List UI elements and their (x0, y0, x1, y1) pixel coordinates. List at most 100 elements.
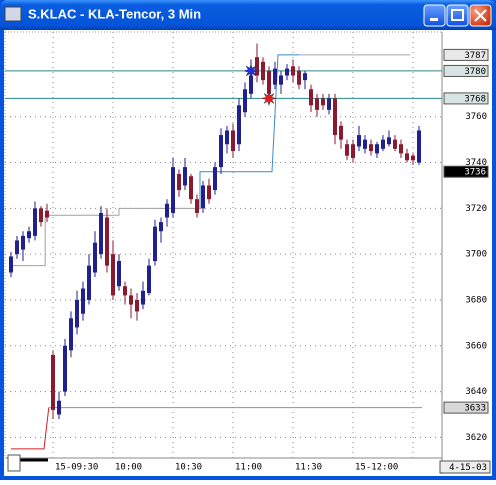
y-tick-label: 3760 (465, 112, 487, 122)
candle-body (189, 176, 193, 200)
price-tag-box (443, 92, 489, 105)
title-bar (0, 0, 496, 30)
step-line (199, 54, 299, 209)
candle-body (321, 98, 325, 106)
candle-body (411, 155, 415, 161)
candle-body (309, 89, 313, 106)
candle-body (159, 222, 163, 232)
candle-body (345, 144, 349, 156)
candle-body (9, 256, 13, 273)
candle-body (261, 61, 265, 81)
candle-body (231, 130, 235, 152)
candle-body (45, 210, 49, 218)
candle-body (315, 98, 319, 110)
candle-body (99, 212, 103, 255)
y-tick-label: 3680 (465, 295, 487, 305)
maximize-icon (451, 9, 464, 21)
price-tag-label: 3780 (464, 67, 486, 77)
candle-body (237, 105, 241, 145)
candle-body (369, 144, 373, 152)
scroll-box[interactable] (7, 454, 21, 472)
candle-body (123, 286, 127, 296)
candle-body (357, 135, 361, 147)
date-box (439, 460, 491, 474)
y-tick-label: 3740 (465, 158, 487, 168)
candle-body (243, 89, 247, 113)
candle-body (111, 254, 115, 296)
candle-body (285, 68, 289, 76)
candle-body (63, 345, 67, 392)
candle-body (267, 70, 271, 94)
candle-body (105, 217, 109, 266)
x-tick-label: 11:00 (235, 463, 262, 473)
candle-body (93, 242, 97, 273)
candle-body (393, 139, 397, 149)
signal-marker (243, 62, 259, 79)
app-icon (4, 6, 22, 22)
candle-body (39, 208, 43, 223)
client-area (4, 30, 492, 476)
candle-body (177, 174, 181, 191)
maximize-button[interactable] (446, 4, 469, 27)
candle-body (303, 73, 307, 81)
candle-body (165, 203, 169, 218)
price-tag-box (443, 64, 489, 77)
candle-body (255, 57, 259, 76)
candle-body (195, 199, 199, 213)
candle-body (201, 185, 205, 209)
window-title: S.KLAC - KLA-Tencor, 3 Min (28, 6, 201, 21)
candle-body (249, 75, 253, 94)
candle-body (147, 265, 151, 294)
candle-body (171, 167, 175, 213)
candle-body (75, 299, 79, 328)
x-tick-label: 10:30 (175, 463, 202, 473)
price-tag-box (443, 401, 489, 414)
candle-body (27, 231, 31, 239)
candle-body (273, 68, 277, 85)
minimize-icon (430, 18, 438, 21)
candle-body (405, 153, 409, 161)
candle-body (117, 261, 121, 287)
candle-body (135, 299, 139, 312)
candle-body (351, 144, 355, 158)
candle-body (81, 288, 85, 314)
price-tag-label: 3787 (464, 51, 486, 61)
price-tag-box (443, 48, 489, 61)
price-tag-label: 3736 (464, 168, 486, 178)
candle-body (213, 167, 217, 191)
candle-body (339, 125, 343, 140)
y-tick-label: 3660 (465, 341, 487, 351)
candle-body (69, 318, 73, 351)
candle-body (141, 290, 145, 305)
candle-body (297, 70, 301, 85)
candle-body (399, 144, 403, 154)
candle-body (363, 139, 367, 149)
y-tick-label: 3700 (465, 250, 487, 260)
candle-body (33, 208, 37, 236)
candle-body (129, 295, 133, 305)
minimize-button[interactable] (423, 4, 446, 27)
candle-body (87, 265, 91, 300)
candle-body (327, 98, 331, 110)
y-tick-label: 3620 (465, 433, 487, 443)
candle-body (225, 130, 229, 145)
candle-body (291, 66, 295, 76)
candle-body (381, 139, 385, 149)
candle-body (51, 354, 55, 410)
candle-body (219, 135, 223, 168)
x-tick-label: 11:30 (295, 463, 322, 473)
candle-body (333, 98, 337, 136)
candle-body (57, 400, 61, 415)
candle-body (153, 226, 157, 262)
signal-marker (261, 90, 277, 107)
candle-body (417, 130, 421, 163)
plot-frame (4, 31, 443, 459)
price-tag-box (443, 165, 489, 178)
date-label: 4-15-03 (449, 463, 487, 473)
candle-body (279, 75, 283, 85)
candle-body (15, 240, 19, 255)
price-tag-label: 3768 (464, 94, 486, 104)
candle-body (183, 167, 187, 186)
